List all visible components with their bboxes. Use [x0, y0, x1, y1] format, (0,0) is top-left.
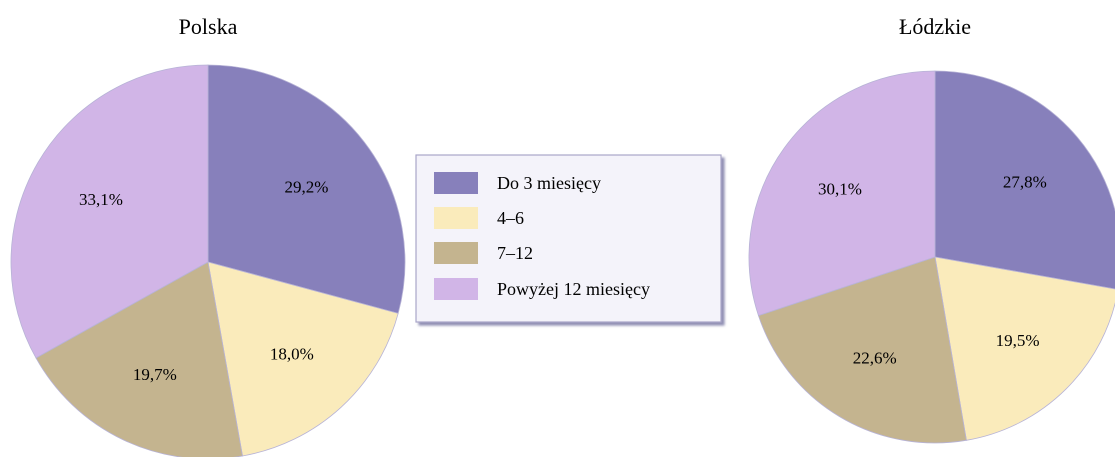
- pie-slice-polska-powyzej-12-miesiecy: [10, 64, 209, 359]
- pie-slice-lodzkie-do-3-miesiecy: [934, 70, 1115, 290]
- legend-label-powyzej-12-miesiecy: Powyżej 12 miesięcy: [497, 279, 650, 299]
- legend-swatch-powyzej-12-miesiecy: [434, 278, 478, 300]
- legend-swatch-7-12: [434, 242, 478, 264]
- legend-swatch-4-6: [434, 207, 478, 229]
- legend-label-7-12: 7–12: [497, 243, 533, 263]
- pie-slice-polska-7-12: [35, 261, 243, 457]
- pie-slice-lodzkie-7-12: [757, 256, 967, 444]
- pie-label-polska-7-12: 19,7%: [133, 365, 177, 384]
- legend-label-4-6: 4–6: [497, 208, 524, 228]
- legend: Do 3 miesięcy 4–6 7–12 Powyżej 12 miesię…: [415, 154, 722, 323]
- chart-title-lodzkie: Łódzkie: [899, 14, 971, 39]
- pie-chart-polska: Polska 29,2% 18,0% 19,7% 33,1%: [10, 14, 406, 457]
- legend-item-do-3-miesiecy: Do 3 miesięcy: [434, 172, 601, 194]
- legend-item-4-6: 4–6: [434, 207, 524, 229]
- pie-label-lodzkie-4-6: 19,5%: [996, 331, 1040, 350]
- legend-label-do-3-miesiecy: Do 3 miesięcy: [497, 173, 601, 193]
- pie-slices-polska: [10, 64, 406, 457]
- pie-label-lodzkie-do-3-miesiecy: 27,8%: [1003, 173, 1047, 192]
- pie-chart-lodzkie: Łódzkie 27,8% 19,5% 22,6% 30,1%: [748, 14, 1115, 444]
- pie-slice-polska-do-3-miesiecy: [207, 64, 406, 314]
- chart-title-polska: Polska: [179, 14, 238, 39]
- pie-slices-lodzkie: [748, 70, 1115, 444]
- pie-label-lodzkie-7-12: 22,6%: [853, 349, 897, 368]
- legend-item-7-12: 7–12: [434, 242, 533, 264]
- pie-labels-polska: 29,2% 18,0% 19,7% 33,1%: [79, 178, 328, 385]
- legend-item-powyzej-12-miesiecy: Powyżej 12 miesięcy: [434, 278, 650, 300]
- pie-labels-lodzkie: 27,8% 19,5% 22,6% 30,1%: [818, 173, 1047, 368]
- pie-slice-polska-4-6: [207, 261, 399, 457]
- pie-label-polska-powyzej-12-miesiecy: 33,1%: [79, 190, 123, 209]
- pie-label-polska-do-3-miesiecy: 29,2%: [285, 178, 329, 197]
- pie-slice-lodzkie-4-6: [934, 256, 1115, 441]
- pie-label-lodzkie-powyzej-12-miesiecy: 30,1%: [818, 179, 862, 198]
- legend-swatch-do-3-miesiecy: [434, 172, 478, 194]
- pie-label-polska-4-6: 18,0%: [270, 345, 314, 364]
- pie-slice-lodzkie-powyzej-12-miesiecy: [748, 70, 936, 317]
